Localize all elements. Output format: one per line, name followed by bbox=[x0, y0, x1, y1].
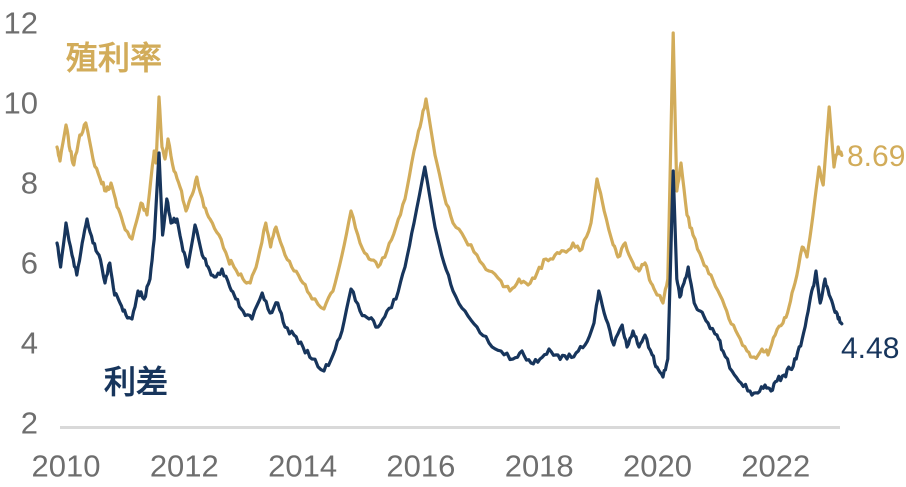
x-tick-label: 2010 bbox=[32, 449, 101, 484]
spread-series-line bbox=[55, 151, 844, 397]
y-tick-label: 6 bbox=[21, 246, 38, 281]
x-tick-label: 2018 bbox=[505, 449, 574, 484]
y-tick-label: 12 bbox=[4, 6, 38, 41]
x-tick-label: 2014 bbox=[268, 449, 337, 484]
y-tick-label: 4 bbox=[21, 326, 38, 361]
spread-end-value-label: 4.48 bbox=[841, 332, 900, 365]
yield-series-label: 殖利率 bbox=[66, 40, 163, 76]
x-tick-label: 2016 bbox=[386, 449, 455, 484]
y-tick-label: 10 bbox=[4, 86, 38, 121]
x-tick-label: 2020 bbox=[623, 449, 692, 484]
x-tick-label: 2012 bbox=[150, 449, 219, 484]
x-tick-label: 2022 bbox=[741, 449, 810, 484]
spread-series-label: 利差 bbox=[104, 364, 169, 400]
yield-series-line bbox=[55, 31, 844, 360]
y-tick-label: 2 bbox=[21, 406, 38, 441]
yield-end-value-label: 8.69 bbox=[847, 140, 906, 173]
y-tick-label: 8 bbox=[21, 166, 38, 201]
